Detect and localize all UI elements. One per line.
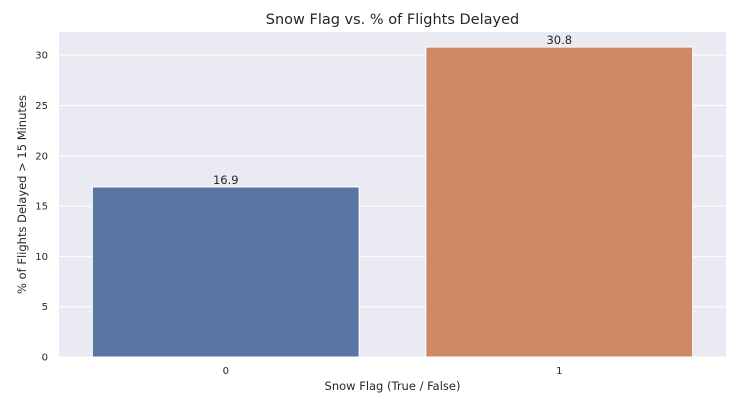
bars — [91, 46, 694, 358]
x-axis-label: Snow Flag (True / False) — [325, 379, 461, 393]
bar-1 — [425, 46, 694, 358]
data-label: 30.8 — [546, 33, 572, 47]
bar-0 — [91, 186, 360, 358]
data-label: 16.9 — [213, 173, 239, 187]
y-tick-label: 30 — [35, 51, 48, 62]
x-tick-label: 1 — [556, 366, 562, 377]
y-tick-labels: 0 5 10 15 20 25 30 — [35, 51, 48, 364]
y-tick-label: 0 — [42, 353, 48, 364]
y-tick-label: 5 — [42, 302, 48, 313]
data-labels: 16.9 30.8 — [213, 33, 572, 187]
y-axis-label: % of Flights Delayed > 15 Minutes — [15, 95, 29, 294]
x-tick-label: 0 — [223, 366, 229, 377]
y-tick-label: 20 — [35, 151, 48, 162]
y-tick-label: 15 — [35, 202, 48, 213]
chart-title: Snow Flag vs. % of Flights Delayed — [266, 12, 519, 28]
y-tick-label: 25 — [35, 101, 48, 112]
y-tick-label: 10 — [35, 252, 48, 263]
